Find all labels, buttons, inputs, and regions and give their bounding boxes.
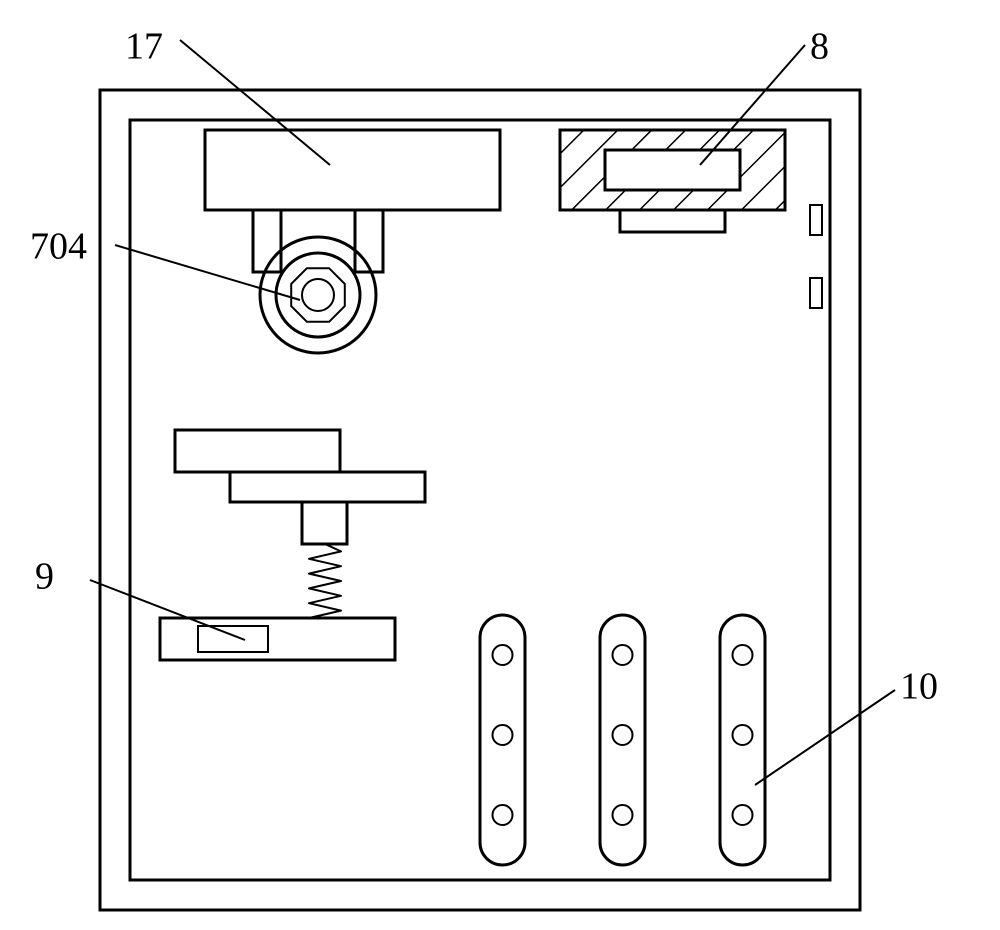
callout-10: 10 [755, 666, 938, 785]
callout-704: 704 [30, 226, 300, 300]
callout-9: 9 [35, 556, 245, 640]
callout-label-10: 10 [900, 666, 938, 708]
callout-label-9: 9 [35, 556, 54, 598]
component-17 [205, 130, 500, 272]
spring-assembly [160, 430, 425, 660]
component-10 [480, 615, 765, 865]
component-8 [560, 130, 785, 232]
callout-label-704: 704 [30, 226, 87, 268]
callout-label-17: 17 [125, 26, 163, 68]
component-704 [260, 237, 376, 353]
callout-label-8: 8 [810, 26, 829, 68]
callout-17: 17 [125, 26, 330, 165]
